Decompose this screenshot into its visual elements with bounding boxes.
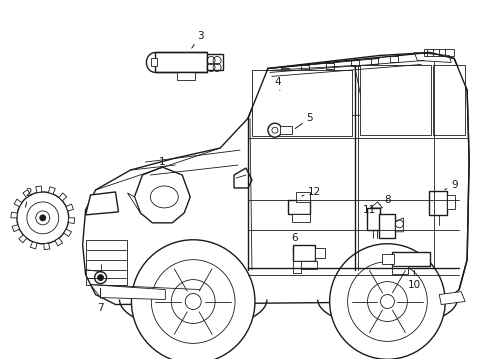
Text: 8: 8 [379, 195, 390, 205]
Text: 1: 1 [159, 157, 165, 167]
Bar [382, 254, 394, 264]
Polygon shape [59, 193, 67, 201]
Polygon shape [55, 238, 62, 246]
Ellipse shape [150, 186, 178, 208]
Circle shape [267, 123, 281, 137]
Polygon shape [234, 168, 251, 188]
Bar [424, 49, 453, 57]
Circle shape [98, 275, 103, 280]
Text: 4: 4 [274, 77, 281, 90]
Bar [366, 208, 380, 230]
Polygon shape [395, 218, 403, 232]
Circle shape [329, 244, 444, 359]
Bar [379, 214, 395, 238]
Polygon shape [370, 202, 382, 208]
Bar [291, 214, 309, 222]
Bar [292, 261, 300, 273]
Circle shape [185, 293, 201, 310]
Bar [251, 71, 351, 136]
Polygon shape [85, 192, 118, 215]
Text: 2: 2 [25, 188, 32, 207]
Text: 9: 9 [444, 180, 457, 190]
Bar [207, 54, 223, 71]
Circle shape [40, 215, 46, 221]
Bar [151, 58, 157, 67]
Bar [279, 126, 291, 134]
Bar [325, 63, 333, 69]
Bar [295, 192, 309, 202]
Polygon shape [413, 53, 450, 62]
Bar [392, 266, 407, 274]
Polygon shape [30, 242, 37, 249]
Text: 7: 7 [97, 288, 103, 312]
Text: 3: 3 [191, 31, 203, 48]
Text: 11: 11 [362, 205, 380, 215]
Text: 10: 10 [407, 270, 420, 289]
Polygon shape [90, 285, 165, 300]
Circle shape [380, 294, 394, 309]
Text: 5: 5 [294, 113, 312, 129]
Polygon shape [44, 243, 50, 250]
Polygon shape [63, 229, 71, 237]
Polygon shape [66, 204, 73, 211]
Bar [389, 57, 398, 62]
Polygon shape [36, 186, 41, 193]
Bar [428, 191, 447, 215]
Polygon shape [68, 218, 75, 224]
Bar [155, 53, 207, 72]
Polygon shape [134, 167, 190, 223]
Bar [314, 248, 324, 258]
Polygon shape [48, 187, 55, 194]
Polygon shape [127, 193, 140, 213]
Bar [280, 68, 288, 75]
Polygon shape [12, 225, 20, 232]
Polygon shape [19, 235, 26, 243]
Bar [359, 66, 430, 135]
Text: 12: 12 [301, 187, 321, 197]
Polygon shape [14, 199, 22, 207]
Bar [370, 58, 378, 64]
Polygon shape [438, 292, 464, 305]
Bar [392, 252, 429, 266]
Polygon shape [82, 53, 468, 305]
Bar [300, 66, 308, 71]
Polygon shape [251, 66, 364, 116]
Circle shape [94, 272, 106, 284]
Bar [447, 195, 454, 209]
Polygon shape [11, 212, 17, 218]
Bar [350, 60, 358, 67]
Circle shape [17, 192, 68, 244]
Bar [177, 72, 195, 80]
Text: 6: 6 [291, 233, 298, 250]
Bar [298, 261, 316, 269]
Polygon shape [23, 190, 30, 198]
Bar [85, 240, 127, 285]
Bar [287, 200, 309, 214]
Circle shape [131, 240, 254, 360]
Bar [432, 66, 464, 135]
Bar [292, 245, 314, 261]
